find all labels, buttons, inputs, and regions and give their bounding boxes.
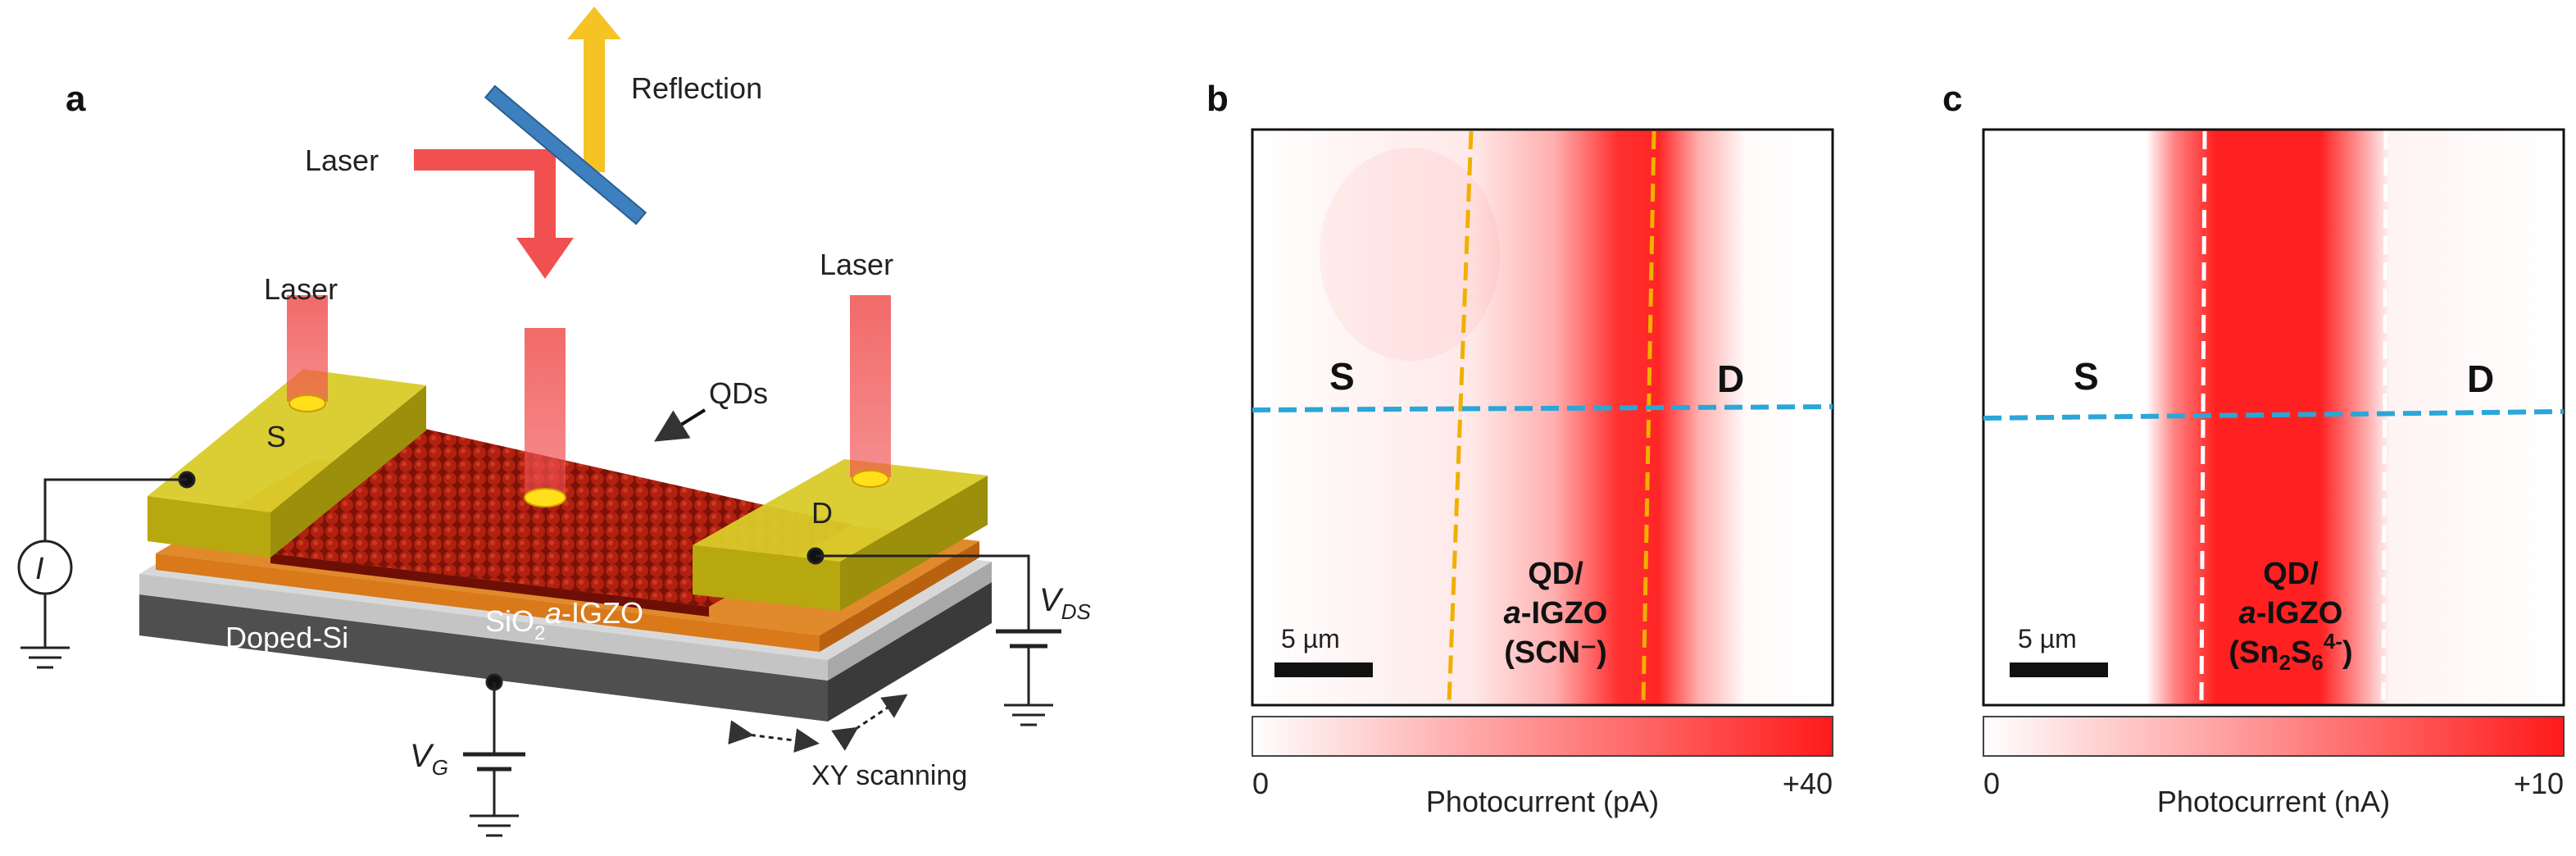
source-electrode-top	[148, 369, 426, 512]
drain-wire	[816, 554, 1030, 631]
qds-label: QDs	[709, 376, 768, 410]
laser-spot-source	[288, 394, 326, 412]
source-label-c: S	[2074, 355, 2099, 398]
scalebar-c	[2010, 662, 2108, 677]
colorbar-b-max: +40	[1783, 767, 1833, 800]
map-b-faint-region	[1320, 148, 1500, 361]
source-electrode-front	[148, 496, 270, 558]
scalebar-label-b: 5 µm	[1281, 624, 1340, 653]
panel-a: a Reflection Laser	[17, 7, 1091, 837]
laser-spot-drain	[852, 470, 889, 488]
channel-label-c-line3: (Sn2S64-)	[2228, 629, 2352, 675]
xy-scanning-arrows	[728, 694, 908, 754]
reflection-label: Reflection	[631, 71, 762, 105]
ammeter-circle	[17, 540, 73, 595]
laser-label-right: Laser	[820, 248, 893, 281]
colorbar-c-max: +10	[2514, 767, 2564, 800]
laser-spot-channel	[524, 488, 566, 508]
beam-splitter-mirror	[484, 84, 647, 225]
channel-label-c-line1: QD/	[2263, 557, 2319, 591]
colorbar-c-label: Photocurrent (nA)	[2157, 785, 2390, 818]
doped-si-label: Doped-Si	[225, 621, 348, 654]
xy-scanning-label: XY scanning	[811, 760, 967, 791]
panel-c: c S D QD/ a-IGZO (Sn2S64-) 5 µm 0 +10 Ph…	[1942, 79, 2565, 818]
channel-edge-left-c	[2199, 130, 2207, 704]
source-electrode-side	[270, 385, 426, 558]
sio2-front	[139, 574, 828, 681]
colorbar-c	[1983, 716, 2565, 757]
channel-label-c-line2: a-IGZO	[2239, 596, 2343, 631]
scan-arrow-y	[831, 694, 908, 751]
panel-b-label: b	[1206, 79, 1229, 119]
drain-electrode-side	[840, 476, 988, 611]
igzo-side	[820, 541, 979, 652]
igzo-label: a-IGZO	[545, 596, 643, 630]
colorbar-b	[1252, 716, 1833, 757]
laser-beam-channel	[525, 328, 566, 496]
laser-label-left: Laser	[264, 272, 338, 306]
qd-layer-edge	[270, 553, 709, 617]
drain-label-c: D	[2467, 357, 2494, 400]
scan-line-c	[1983, 409, 2565, 421]
doped-si-side	[828, 582, 992, 722]
igzo-front	[156, 553, 820, 652]
laser-beam-source	[287, 295, 328, 402]
colorbar-b-min: 0	[1252, 767, 1269, 800]
ammeter-label: I	[35, 552, 44, 586]
panel-a-label: a	[66, 79, 86, 119]
source-label: S	[266, 420, 286, 453]
source-label-b: S	[1329, 355, 1355, 398]
drain-label: D	[811, 496, 833, 530]
reflection-arrow-up	[567, 7, 621, 39]
panel-c-label: c	[1942, 79, 1962, 119]
channel-edge-left-b	[1447, 130, 1474, 704]
scan-line-b	[1252, 404, 1833, 412]
drain-electrode-top	[693, 459, 988, 562]
scan-arrow-x	[728, 720, 820, 754]
sio2-label: SiO2	[485, 604, 545, 644]
qds-pointer-arrow	[654, 408, 706, 442]
drain-label-b: D	[1717, 357, 1744, 400]
panel-b: b S D QD/ a-IGZO (SCN⁻) 5 µm 0 +40 Photo…	[1206, 79, 1834, 818]
channel-edge-right-b	[1641, 130, 1656, 704]
laser-arrow-down	[516, 238, 574, 279]
circuits	[17, 471, 1061, 837]
colorbar-b-label: Photocurrent (pA)	[1426, 785, 1659, 818]
colorbar-c-min: 0	[1983, 767, 2000, 800]
optics: Reflection Laser	[305, 7, 762, 279]
map-b-frame	[1251, 128, 1834, 707]
channel-label-b-line3: (SCN⁻)	[1504, 635, 1607, 670]
doped-si-front	[139, 594, 828, 722]
source-wire	[43, 478, 187, 541]
scalebar-label-c: 5 µm	[2018, 624, 2077, 653]
laser-beam-drain	[850, 295, 891, 477]
channel-label-b-line2: a-IGZO	[1504, 596, 1608, 631]
photocurrent-map-b	[1252, 130, 1833, 705]
channel-edge-right-c	[2381, 130, 2388, 704]
laser-beam-horizontal	[414, 149, 545, 171]
laser-beam-down	[534, 149, 556, 239]
laser-label-top: Laser	[305, 143, 379, 177]
vds-label: VDS	[1039, 582, 1091, 624]
device: Laser Laser QDs S D SiO2 a-IGZO Doped-Si	[139, 248, 992, 722]
channel-label-b-line1: QD/	[1528, 557, 1583, 591]
sio2-side	[828, 562, 992, 681]
scalebar-b	[1274, 662, 1373, 677]
vg-label: VG	[410, 738, 448, 780]
reflection-beam	[584, 33, 605, 172]
drain-electrode-front	[693, 545, 840, 611]
